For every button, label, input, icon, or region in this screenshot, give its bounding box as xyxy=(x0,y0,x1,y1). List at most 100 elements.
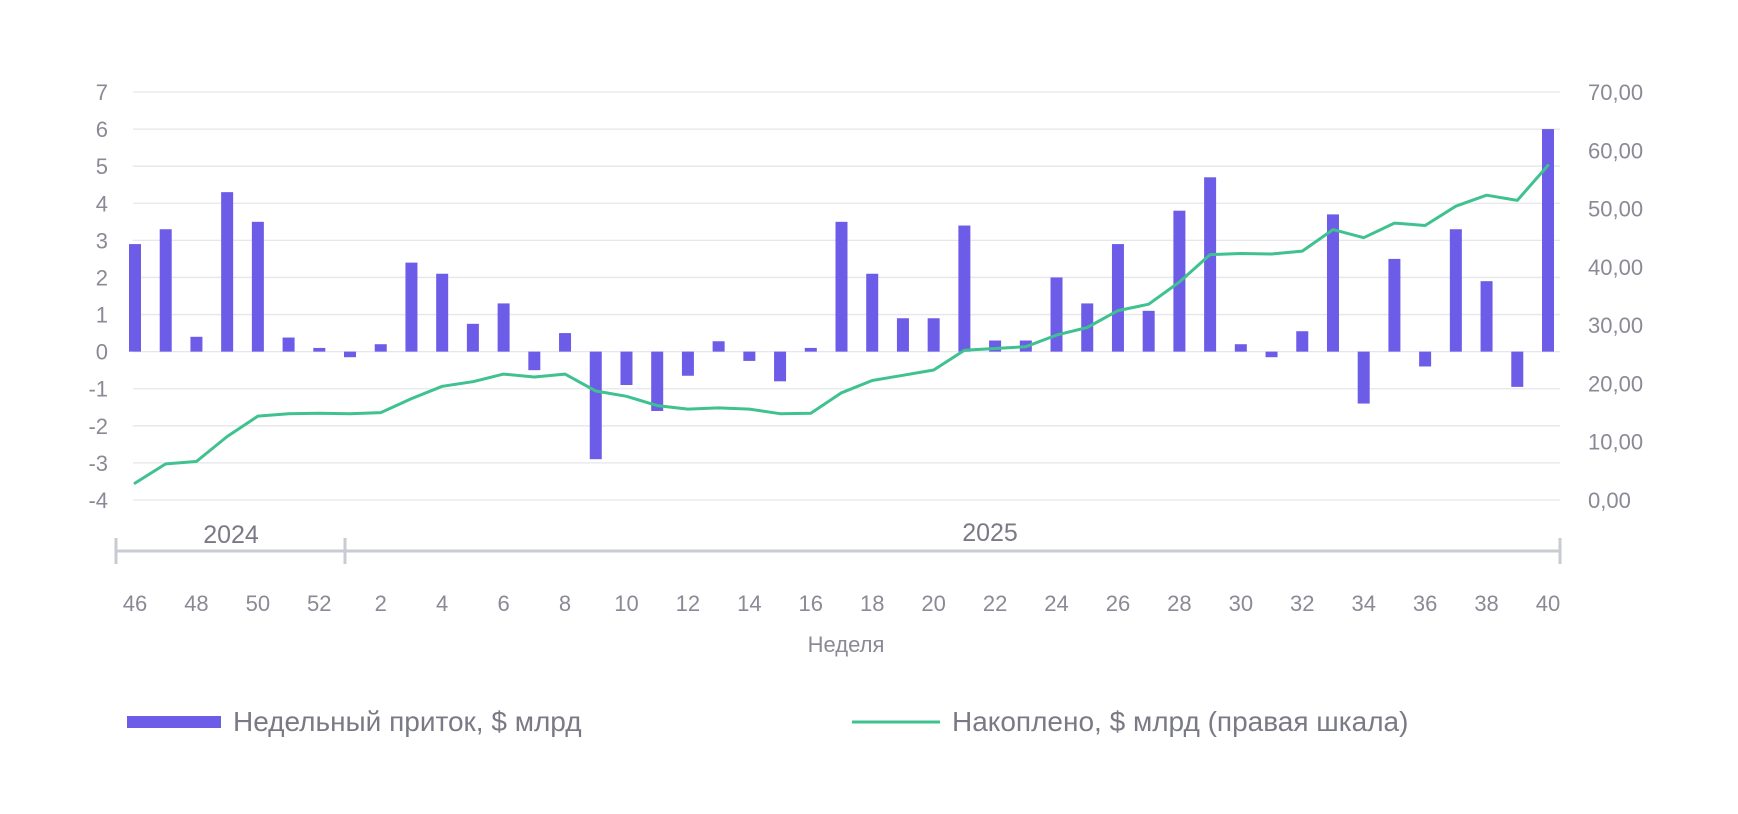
bar xyxy=(374,344,387,352)
left-tick-label: -4 xyxy=(88,488,108,513)
year-label-2025: 2025 xyxy=(962,519,1018,547)
x-tick-label: 4 xyxy=(436,591,448,616)
bar xyxy=(1511,351,1524,387)
bar xyxy=(1449,229,1462,352)
x-tick-label: 10 xyxy=(614,591,638,616)
right-axis: 70,00 60,00 50,00 40,00 30,00 20,00 10,00 0,00 xyxy=(1588,80,1643,513)
x-axis-ticks: 46 48 50 52 2 4 6 8 10 12 14 16 18 20 22 24 26 28 30 32 34 36… xyxy=(123,591,1560,616)
bar xyxy=(466,323,479,352)
bar xyxy=(804,347,817,352)
x-tick-label: 24 xyxy=(1044,591,1068,616)
bar xyxy=(1265,351,1278,358)
bar xyxy=(989,340,1002,352)
left-tick-label: 2 xyxy=(96,265,108,290)
bar xyxy=(589,351,602,460)
x-tick-label: 52 xyxy=(307,591,331,616)
x-tick-label: 14 xyxy=(737,591,761,616)
bar xyxy=(1142,310,1155,352)
x-axis-title: Неделя xyxy=(808,632,885,657)
right-tick-label: 70,00 xyxy=(1588,80,1643,105)
left-tick-label: 4 xyxy=(96,191,108,216)
bar xyxy=(1204,177,1217,352)
legend-label-cumulative: Накоплено, $ млрд (правая шкала) xyxy=(952,706,1408,737)
x-tick-label: 28 xyxy=(1167,591,1191,616)
left-tick-label: 5 xyxy=(96,154,108,179)
bar xyxy=(743,351,756,361)
bar xyxy=(1542,129,1554,352)
bar xyxy=(405,262,418,352)
right-tick-label: 0,00 xyxy=(1588,488,1631,513)
x-tick-label: 50 xyxy=(246,591,270,616)
bar xyxy=(958,225,971,352)
x-tick-label: 30 xyxy=(1229,591,1253,616)
bar xyxy=(528,351,541,371)
x-tick-label: 16 xyxy=(799,591,823,616)
year-label-2024: 2024 xyxy=(203,521,259,549)
x-tick-label: 6 xyxy=(497,591,509,616)
bar xyxy=(927,318,940,352)
bar xyxy=(896,318,909,352)
right-tick-label: 50,00 xyxy=(1588,197,1643,222)
bar xyxy=(190,336,203,352)
x-tick-label: 18 xyxy=(860,591,884,616)
left-tick-label: -3 xyxy=(88,451,108,476)
x-tick-label: 40 xyxy=(1536,591,1560,616)
cumulative-line xyxy=(133,163,1550,485)
right-tick-label: 10,00 xyxy=(1588,430,1643,455)
x-tick-label: 34 xyxy=(1351,591,1375,616)
bar xyxy=(436,273,449,352)
bar xyxy=(1050,277,1063,352)
left-tick-label: 3 xyxy=(96,228,108,253)
legend-swatch-bar xyxy=(127,716,221,728)
left-tick-label: 7 xyxy=(96,80,108,105)
legend: Недельный приток, $ млрд Накоплено, $ мл… xyxy=(127,706,1408,737)
left-axis: 7 6 5 4 3 2 1 0 -1 -2 -3 -4 xyxy=(88,80,108,513)
bar xyxy=(129,244,141,352)
bar xyxy=(651,351,664,411)
line-series xyxy=(133,163,1550,485)
bar xyxy=(1419,351,1432,367)
x-tick-label: 12 xyxy=(676,591,700,616)
x-tick-label: 48 xyxy=(184,591,208,616)
bar xyxy=(313,347,326,352)
bar xyxy=(1111,244,1124,352)
x-tick-label: 2 xyxy=(375,591,387,616)
bar xyxy=(559,333,572,352)
right-tick-label: 20,00 xyxy=(1588,371,1643,396)
x-tick-label: 26 xyxy=(1106,591,1130,616)
right-tick-label: 40,00 xyxy=(1588,255,1643,280)
right-tick-label: 60,00 xyxy=(1588,138,1643,163)
bar xyxy=(497,303,510,352)
year-axis: 2024 2025 xyxy=(114,519,1562,564)
bar xyxy=(835,221,848,352)
bar xyxy=(681,351,694,376)
bar xyxy=(774,351,787,382)
bar xyxy=(712,341,725,352)
bar xyxy=(1480,281,1493,352)
bar xyxy=(620,351,633,386)
bar xyxy=(1296,331,1309,352)
x-tick-label: 20 xyxy=(921,591,945,616)
x-tick-label: 38 xyxy=(1474,591,1498,616)
x-tick-label: 46 xyxy=(123,591,147,616)
left-tick-label: 1 xyxy=(96,303,108,328)
bar xyxy=(1357,351,1370,404)
bar xyxy=(1234,344,1247,352)
x-tick-label: 22 xyxy=(983,591,1007,616)
bar-series xyxy=(129,129,1554,460)
bar xyxy=(159,229,172,352)
left-tick-label: -1 xyxy=(88,377,108,402)
legend-label-weekly: Недельный приток, $ млрд xyxy=(233,706,582,737)
bar xyxy=(282,337,295,352)
right-tick-label: 30,00 xyxy=(1588,313,1643,338)
bar xyxy=(221,192,234,352)
bar xyxy=(344,351,357,358)
left-tick-label: -2 xyxy=(88,414,108,439)
left-tick-label: 0 xyxy=(96,340,108,365)
x-tick-label: 8 xyxy=(559,591,571,616)
bar xyxy=(866,273,879,352)
x-tick-label: 32 xyxy=(1290,591,1314,616)
bar xyxy=(1388,258,1401,352)
x-tick-label: 36 xyxy=(1413,591,1437,616)
